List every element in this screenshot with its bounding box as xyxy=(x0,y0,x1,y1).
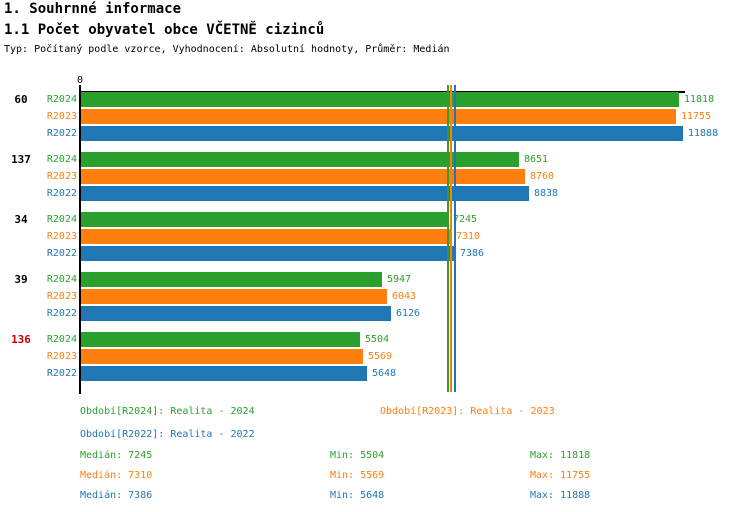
series-row-label-r2022: R2022 xyxy=(46,188,77,199)
bar-value-label: 11755 xyxy=(681,111,712,122)
bar-r2024 xyxy=(81,272,382,287)
series-row-label-r2024: R2024 xyxy=(46,154,77,165)
legend-item-r2024: Období[R2024]: Realita - 2024 xyxy=(80,406,255,417)
bar-value-label: 11888 xyxy=(688,128,719,139)
group-label: 34 xyxy=(14,213,28,226)
group-label: 136 xyxy=(11,333,31,346)
y-axis-line xyxy=(79,85,81,394)
bar-r2023 xyxy=(81,109,676,124)
bar-r2024 xyxy=(81,212,448,227)
series-row-label-r2024: R2024 xyxy=(46,94,77,105)
bar-value-label: 7245 xyxy=(453,214,478,225)
series-row-label-r2022: R2022 xyxy=(46,368,77,379)
bar-value-label: 5569 xyxy=(368,351,393,362)
stat-max-r2024: Max: 11818 xyxy=(530,450,591,461)
bar-value-label: 8760 xyxy=(530,171,555,182)
series-row-label-r2022: R2022 xyxy=(46,128,77,139)
bar-r2023 xyxy=(81,229,451,244)
bar-value-label: 5648 xyxy=(372,368,397,379)
bar-r2024 xyxy=(81,332,360,347)
stat-median-r2024: Medián: 7245 xyxy=(80,450,153,461)
group-label: 137 xyxy=(11,153,31,166)
bar-value-label: 6126 xyxy=(396,308,421,319)
bar-r2022 xyxy=(81,126,683,141)
group-label: 39 xyxy=(14,273,28,286)
stat-median-r2022: Medián: 7386 xyxy=(80,490,153,501)
bar-r2022 xyxy=(81,186,529,201)
bar-r2022 xyxy=(81,306,391,321)
bar-r2022 xyxy=(81,366,367,381)
stat-median-r2023: Medián: 7310 xyxy=(80,470,153,481)
series-row-label-r2024: R2024 xyxy=(46,214,77,225)
bar-value-label: 5504 xyxy=(365,334,390,345)
group-label: 60 xyxy=(14,93,28,106)
series-row-label-r2023: R2023 xyxy=(46,171,77,182)
bar-value-label: 5947 xyxy=(387,274,412,285)
x-axis-zero-tick-label: 0 xyxy=(76,75,84,86)
bar-r2024 xyxy=(81,152,519,167)
stat-min-r2023: Min: 5569 xyxy=(330,470,385,481)
bar-value-label: 8838 xyxy=(534,188,559,199)
series-row-label-r2022: R2022 xyxy=(46,248,77,259)
bar-r2023 xyxy=(81,349,363,364)
median-line-r2024 xyxy=(447,85,449,392)
indicator-title: 1.1 Počet obyvatel obce VČETNĚ cizinců xyxy=(4,22,325,38)
series-row-label-r2024: R2024 xyxy=(46,274,77,285)
series-row-label-r2023: R2023 xyxy=(46,111,77,122)
section-title: 1. Souhrnné informace xyxy=(4,1,182,17)
legend-item-r2023: Období[R2023]: Realita - 2023 xyxy=(380,406,555,417)
stat-min-r2024: Min: 5504 xyxy=(330,450,385,461)
median-line-r2023 xyxy=(450,85,452,392)
bar-r2022 xyxy=(81,246,455,261)
population-bar-chart: 0 60 R2024 11818 R2023 11755 R2022 11888 137 R20… xyxy=(11,75,719,394)
chart-subtitle: Typ: Počítaný podle vzorce, Vyhodnocení:… xyxy=(4,44,450,55)
legend-item-r2022: Období[R2022]: Realita - 2022 xyxy=(80,429,255,440)
bar-value-label: 7310 xyxy=(456,231,481,242)
median-line-r2022 xyxy=(454,85,456,392)
stat-min-r2022: Min: 5648 xyxy=(330,490,385,501)
series-row-label-r2022: R2022 xyxy=(46,308,77,319)
bar-value-label: 11818 xyxy=(684,94,715,105)
bar-value-label: 6043 xyxy=(392,291,417,302)
series-row-label-r2023: R2023 xyxy=(46,291,77,302)
bar-r2023 xyxy=(81,289,387,304)
bar-r2024 xyxy=(81,92,679,107)
bar-value-label: 7386 xyxy=(460,248,485,259)
series-row-label-r2023: R2023 xyxy=(46,351,77,362)
bar-r2023 xyxy=(81,169,525,184)
series-row-label-r2024: R2024 xyxy=(46,334,77,345)
series-row-label-r2023: R2023 xyxy=(46,231,77,242)
stat-max-r2023: Max: 11755 xyxy=(530,470,591,481)
stat-max-r2022: Max: 11888 xyxy=(530,490,591,501)
bar-value-label: 8651 xyxy=(524,154,549,165)
